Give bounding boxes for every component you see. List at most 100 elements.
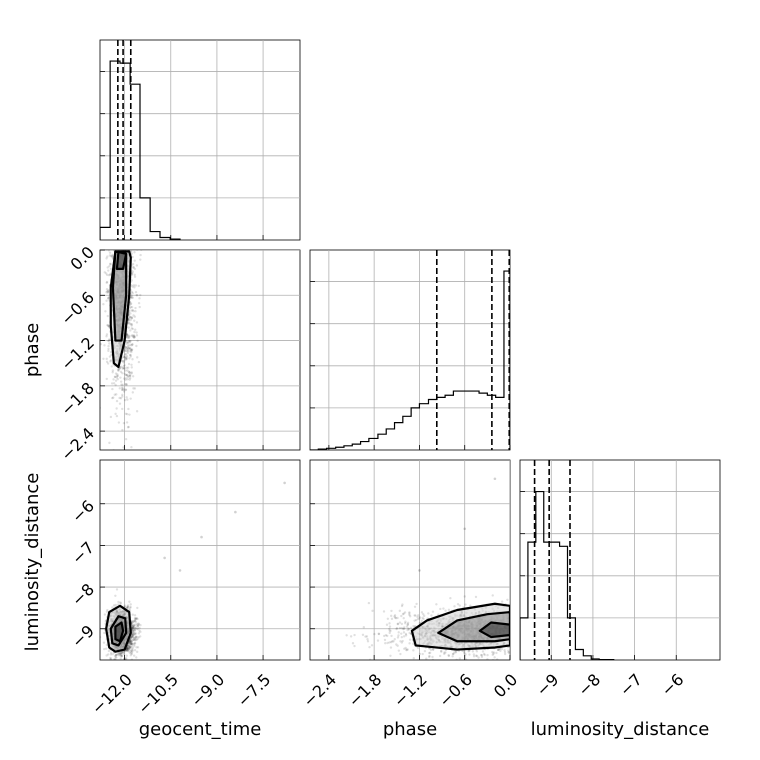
scatter-point [111, 161, 113, 163]
x-tick-label: −6 [657, 670, 687, 700]
scatter-point [132, 246, 134, 248]
scatter-point [113, 220, 115, 222]
scatter-point [567, 649, 569, 651]
scatter-point [471, 666, 473, 668]
scatter-point [129, 374, 132, 378]
scatter-point [128, 641, 132, 644]
scatter-point [122, 446, 125, 449]
scatter-point [553, 613, 555, 615]
scatter-point [134, 632, 138, 635]
scatter-point [517, 629, 519, 631]
contour-level-1 [410, 602, 510, 651]
scatter-point [128, 307, 132, 310]
scatter-point [132, 633, 135, 636]
scatter-point [561, 627, 563, 629]
scatter-point [514, 618, 516, 620]
scatter-point [444, 651, 447, 654]
scatter-point [135, 222, 137, 224]
scatter-point [134, 635, 138, 638]
scatter-point [383, 634, 386, 638]
scatter-point [110, 255, 113, 258]
scatter-point [126, 341, 130, 345]
scatter-point [516, 642, 518, 644]
scatter-point [531, 653, 533, 655]
scatter-point [110, 382, 114, 385]
y-tick-label: −7 [68, 538, 98, 568]
scatter-point [132, 620, 135, 623]
panel-frame [309, 249, 511, 451]
scatter-point [524, 641, 526, 643]
scatter-point [115, 374, 119, 378]
x-tick-label: −12.0 [88, 670, 136, 718]
scatter-point [126, 646, 129, 650]
scatter-point [515, 639, 517, 641]
scatter-point [118, 247, 120, 249]
scatter-point [115, 653, 118, 656]
scatter-point [117, 245, 119, 247]
scatter-point [538, 610, 540, 612]
scatter-point [127, 660, 129, 662]
scatter-point [126, 663, 128, 665]
scatter-point [133, 628, 136, 632]
scatter-point [131, 235, 133, 237]
scatter-point [119, 241, 121, 243]
scatter-point [560, 623, 562, 625]
scatter-point [133, 335, 137, 338]
scatter-point [125, 340, 128, 344]
scatter-point [119, 366, 122, 370]
scatter-point [122, 240, 124, 242]
scatter-point [511, 623, 513, 625]
scatter-point [113, 231, 115, 233]
scatter-point [119, 234, 121, 236]
scatter-point [120, 365, 123, 369]
scatter-point [131, 343, 134, 346]
scatter-point [112, 396, 115, 399]
scatter-point [132, 309, 135, 313]
scatter-point [513, 631, 515, 633]
scatter-point [404, 646, 407, 650]
scatter-point [128, 646, 131, 649]
scatter-point [121, 387, 124, 390]
scatter-point [544, 647, 546, 649]
scatter-point [113, 220, 115, 222]
scatter-point [138, 297, 141, 300]
panel-geocent-time-histogram [99, 39, 301, 241]
scatter-point [137, 624, 140, 627]
scatter-point [373, 632, 376, 636]
scatter-point [564, 645, 566, 647]
x-tick-label: −0.6 [435, 670, 476, 711]
scatter-point [119, 663, 121, 665]
scatter-point [463, 527, 467, 531]
scatter-point [137, 636, 140, 639]
scatter-point [385, 623, 389, 626]
scatter-point [129, 305, 133, 309]
scatter-point [119, 397, 123, 400]
scatter-point [129, 302, 132, 306]
scatter-point [581, 642, 583, 644]
scatter-point [127, 326, 130, 329]
x-tick-label: −7 [616, 670, 646, 700]
scatter-point [396, 616, 399, 620]
scatter-point [545, 618, 547, 620]
scatter-point [107, 201, 109, 203]
scatter-point [130, 636, 134, 639]
scatter-point [431, 658, 435, 660]
scatter-point [467, 650, 470, 653]
scatter-point [521, 639, 523, 641]
scatter-point [132, 336, 136, 339]
scatter-point [516, 611, 518, 613]
scatter-point [105, 647, 108, 650]
scatter-point [529, 629, 531, 631]
scatter-point [483, 671, 485, 673]
scatter-point [133, 330, 136, 334]
scatter-point [134, 638, 137, 641]
scatter-point [126, 366, 130, 369]
scatter-point [126, 648, 129, 651]
scatter-point [115, 376, 119, 379]
scatter-point [398, 626, 402, 630]
scatter-point [107, 649, 111, 653]
scatter-point [120, 651, 124, 654]
scatter-point [543, 652, 545, 654]
scatter-point [546, 623, 548, 625]
scatter-point [503, 652, 507, 656]
